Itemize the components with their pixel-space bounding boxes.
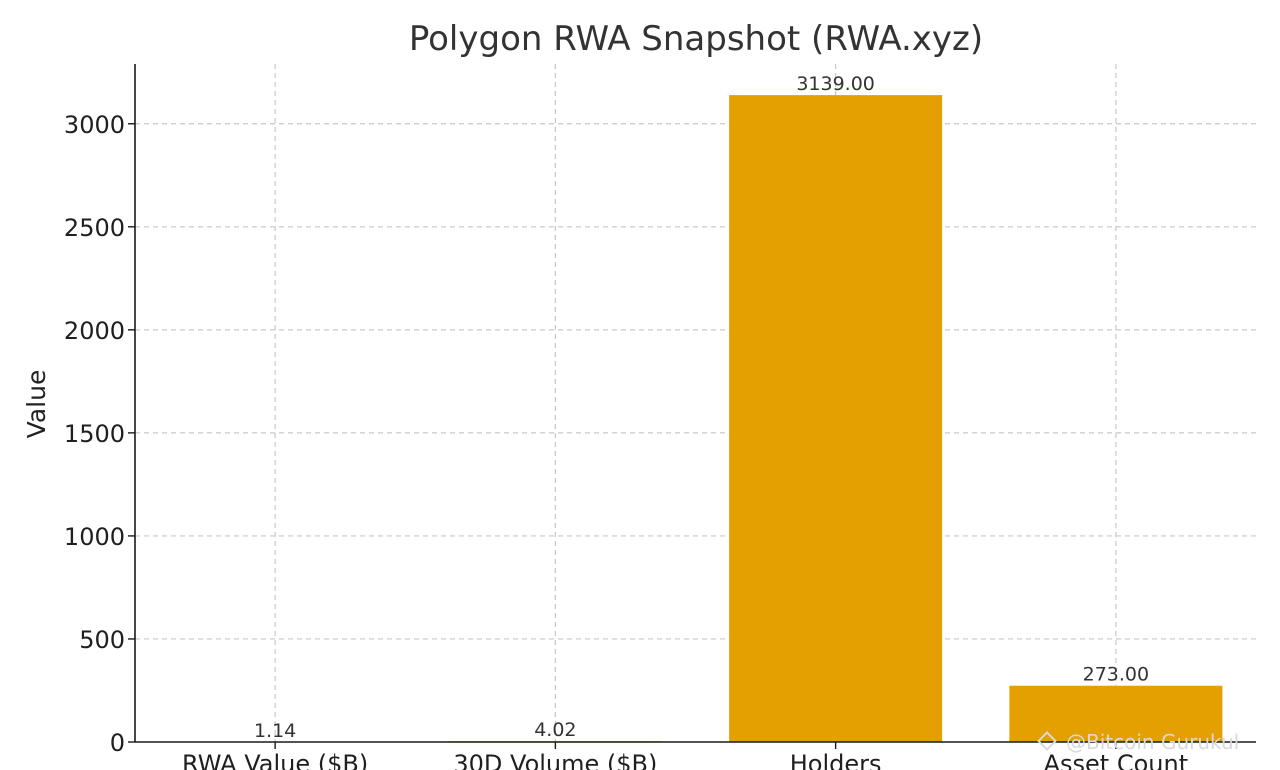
x-tick-label: Holders (790, 750, 882, 770)
x-tick-label: RWA Value ($B) (182, 750, 368, 770)
y-tick-label: 2500 (64, 214, 125, 242)
bar-value-label: 1.14 (254, 720, 296, 742)
axes: 0 500 1000 1500 2000 2500 3000 RWA Value ($B) 30… (64, 64, 1256, 770)
data-labels: 1.14 4.02 3139.00 273.00 (254, 73, 1149, 742)
x-tick-label: Asset Count (1044, 750, 1189, 770)
bar-value-label: 273.00 (1083, 664, 1149, 686)
watermark-text: @Bitcoin Gurukul (1066, 730, 1239, 754)
chart-title: Polygon RWA Snapshot (RWA.xyz) (409, 19, 983, 59)
x-tick-label: 30D Volume ($B) (453, 750, 657, 770)
bars (168, 95, 1223, 743)
y-axis-label: Value (22, 370, 51, 439)
y-tick-label: 1500 (64, 420, 125, 448)
grid-lines (135, 64, 1256, 742)
bar-value-label: 3139.00 (796, 73, 875, 95)
y-tick-label: 500 (79, 626, 125, 654)
bar (1009, 685, 1223, 742)
y-tick-label: 1000 (64, 523, 125, 551)
bar-value-label: 4.02 (534, 719, 576, 741)
bar (729, 95, 943, 743)
y-tick-label: 3000 (64, 111, 125, 139)
y-tick-label: 2000 (64, 317, 125, 345)
watermark: @Bitcoin Gurukul (1037, 730, 1239, 754)
y-tick-label: 0 (110, 729, 125, 757)
binance-diamond-icon (1037, 731, 1057, 751)
